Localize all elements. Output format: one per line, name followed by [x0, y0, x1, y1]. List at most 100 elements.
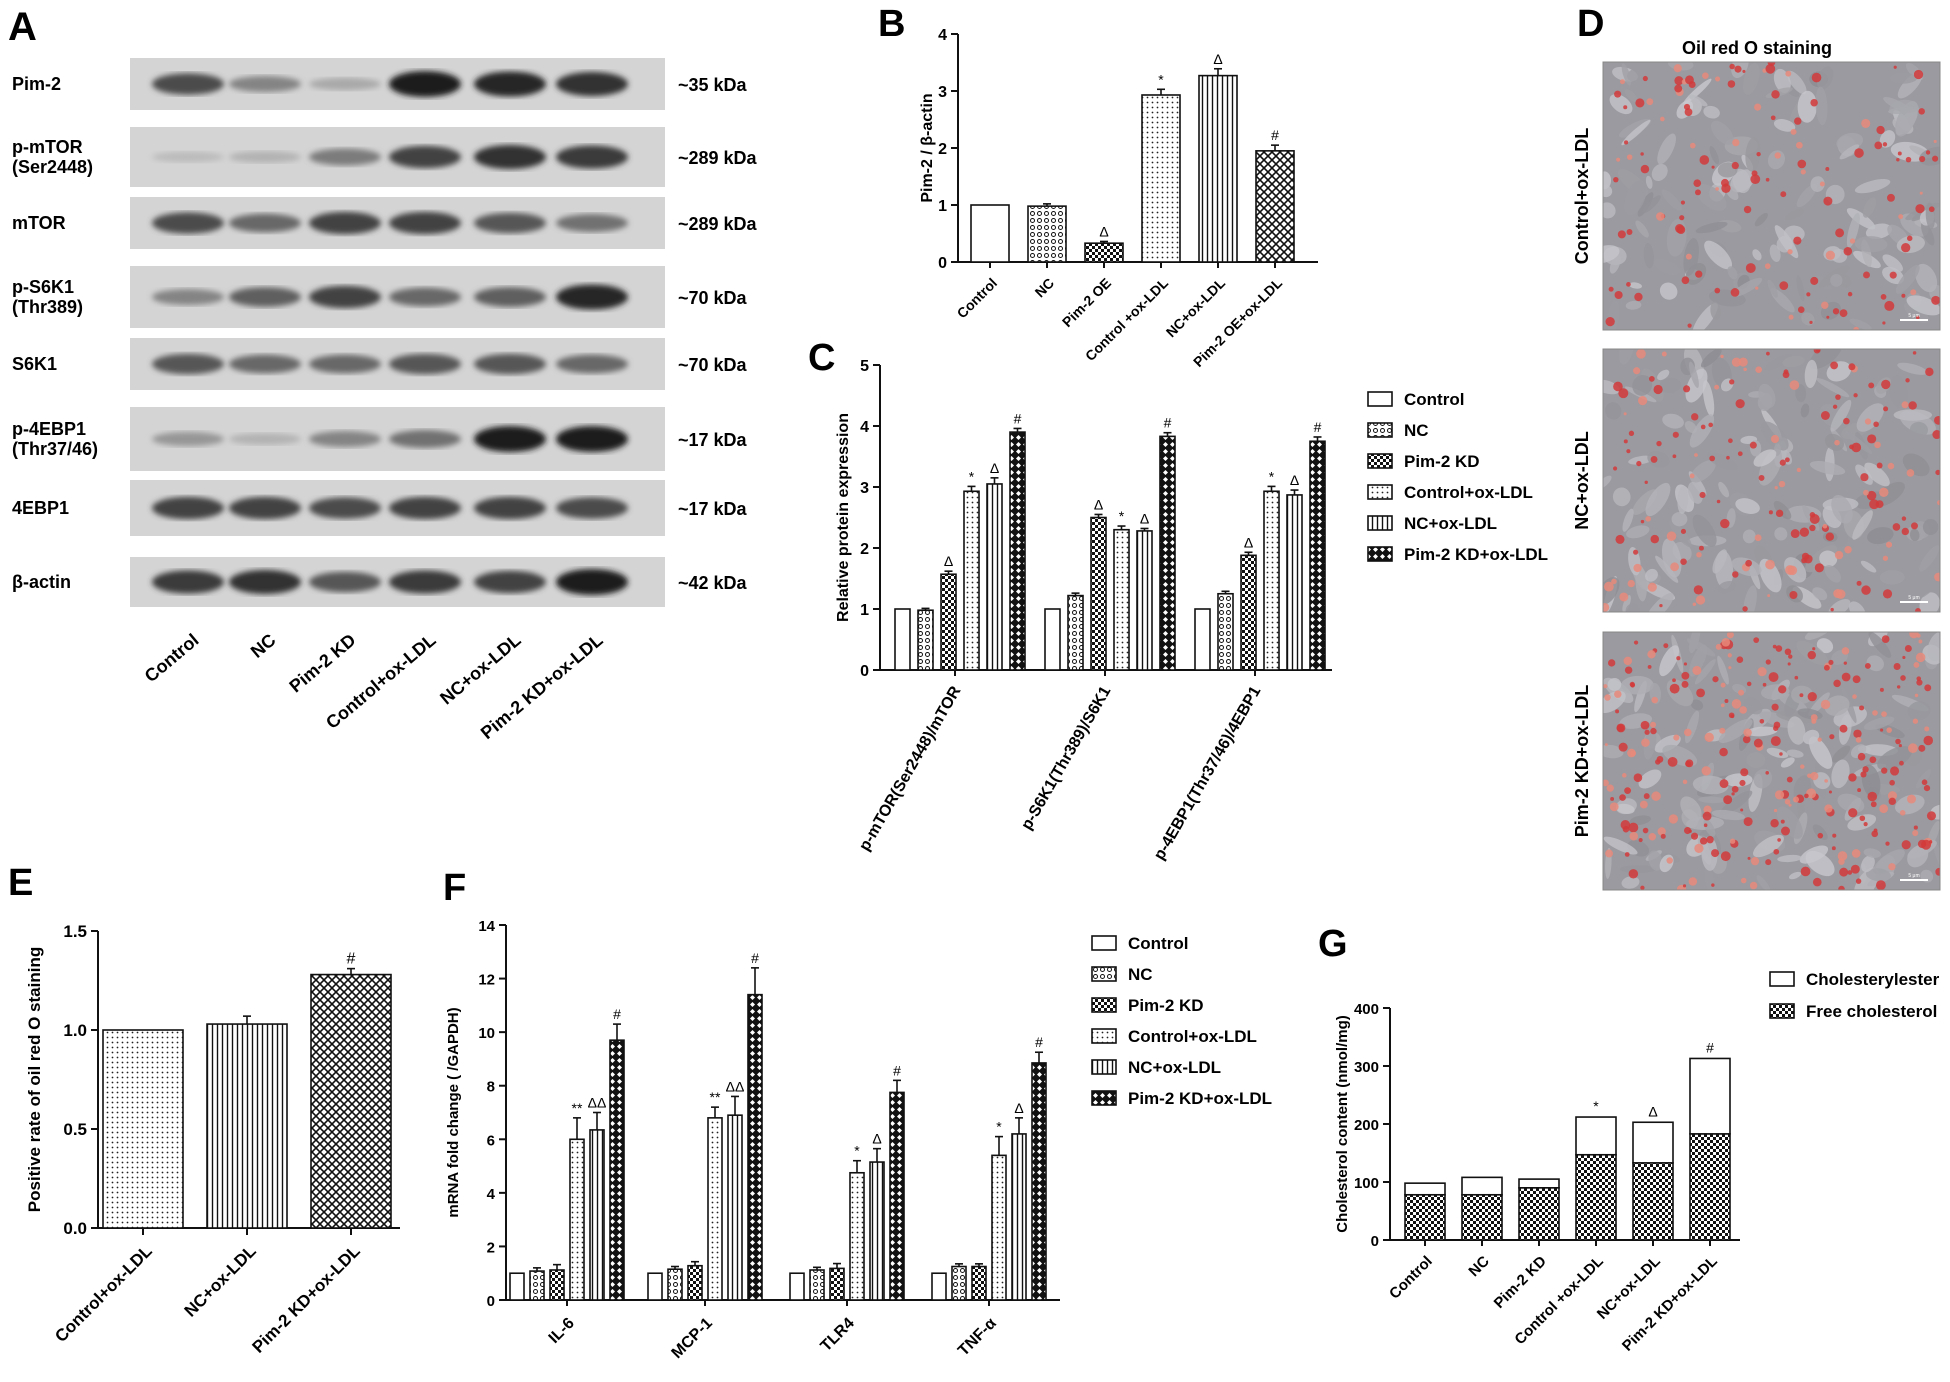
lipid-droplet: [1738, 357, 1748, 367]
blot-band: [229, 354, 301, 374]
cell-shape: [1712, 549, 1728, 574]
lipid-droplet: [1679, 215, 1685, 221]
lipid-droplet: [1828, 790, 1832, 794]
bar: [687, 1264, 703, 1301]
lipid-droplet: [1887, 791, 1898, 801]
cell-shape: [1777, 854, 1802, 863]
lipid-droplet: [1644, 480, 1648, 484]
lipid-droplet: [1768, 510, 1773, 515]
cell-shape: [1849, 601, 1866, 612]
lipid-droplet: [1740, 808, 1744, 812]
bar: [667, 1268, 683, 1301]
cell-shape: [1609, 254, 1621, 274]
cell-shape: [1873, 849, 1905, 874]
lipid-droplet: [1779, 459, 1786, 466]
lipid-droplet: [1859, 705, 1865, 711]
cell-shape: [1616, 803, 1635, 815]
cell-shape: [1701, 836, 1718, 871]
legend-swatch: [1367, 515, 1393, 531]
lipid-droplet: [1701, 766, 1711, 776]
lipid-droplet: [1698, 545, 1704, 551]
cell-shape: [1742, 529, 1756, 544]
cell-shape: [1603, 245, 1620, 264]
lipid-droplet: [1728, 666, 1732, 670]
lipid-droplet: [1636, 349, 1646, 359]
lipid-droplet: [1787, 249, 1793, 255]
lipid-droplet: [1811, 72, 1822, 83]
cell-shape: [1895, 794, 1925, 815]
blot-row-label: (Ser2448): [12, 157, 93, 177]
cell-shape: [1690, 699, 1704, 711]
lipid-droplet: [1774, 486, 1778, 490]
lipid-droplet: [1896, 157, 1900, 162]
cell-shape: [1824, 695, 1850, 716]
cell-shape: [1657, 133, 1676, 165]
bar: [102, 1029, 184, 1229]
cell-shape: [1921, 221, 1935, 246]
lipid-droplet: [1618, 742, 1628, 752]
lipid-droplet: [1642, 75, 1648, 82]
cell-shape: [1759, 711, 1795, 728]
lipid-droplet: [1882, 142, 1888, 147]
lipid-droplet: [1825, 167, 1830, 171]
cell-shape: [1815, 86, 1828, 126]
cell-shape: [1909, 421, 1929, 438]
y-tick-label: 4: [860, 419, 869, 436]
cell-shape: [1727, 266, 1738, 280]
blot-band: [389, 211, 461, 235]
blot-band: [309, 571, 381, 593]
lipid-droplet: [1899, 809, 1906, 816]
lipid-droplet: [1932, 430, 1940, 440]
lipid-droplet: [1630, 750, 1636, 757]
lipid-droplet: [1852, 675, 1861, 684]
cell-shape: [1810, 176, 1825, 192]
lipid-droplet: [1636, 460, 1642, 467]
lipid-droplet: [1866, 490, 1877, 501]
lipid-droplet: [1757, 666, 1767, 677]
lipid-droplet: [1633, 367, 1641, 375]
cell-shape: [1626, 525, 1650, 539]
lipid-droplet: [1924, 726, 1930, 732]
lipid-droplet: [1782, 371, 1790, 379]
cell-shape: [1862, 197, 1877, 218]
lipid-droplet: [1735, 399, 1745, 409]
cell-shape: [1786, 749, 1804, 758]
lipid-droplet: [1771, 703, 1779, 711]
cell-shape: [1780, 757, 1795, 768]
lipid-droplet: [1695, 270, 1703, 278]
lipid-droplet: [1753, 637, 1760, 644]
lipid-droplet: [1867, 791, 1878, 802]
lipid-droplet: [1889, 779, 1895, 786]
lipid-droplet: [1667, 756, 1678, 767]
legend-label: Pim-2 KD: [1128, 996, 1204, 1015]
y-tick-label: 1.0: [63, 1021, 87, 1040]
lipid-droplet: [1626, 229, 1633, 235]
significance-mark: *: [1158, 71, 1164, 87]
cell-shape: [1767, 279, 1778, 298]
lipid-droplet: [1890, 766, 1900, 776]
lipid-droplet: [1624, 140, 1629, 145]
lipid-droplet: [1645, 516, 1651, 522]
lipid-droplet: [1689, 473, 1695, 479]
lipid-droplet: [1770, 736, 1781, 747]
lipid-droplet: [1711, 849, 1720, 858]
lipid-droplet: [1830, 607, 1834, 612]
lipid-droplet: [1910, 522, 1918, 530]
lipid-droplet: [1661, 351, 1667, 357]
lipid-droplet: [1864, 663, 1871, 669]
lipid-droplet: [1666, 531, 1677, 541]
lipid-droplet: [1720, 682, 1726, 688]
lipid-droplet: [1606, 784, 1614, 792]
lipid-droplet: [1898, 214, 1904, 220]
lipid-droplet: [1743, 205, 1752, 214]
lipid-droplet: [1628, 822, 1639, 833]
blot-band: [152, 353, 224, 375]
lipid-droplet: [1784, 799, 1791, 805]
lipid-droplet: [1901, 527, 1909, 536]
cell-shape: [1863, 716, 1895, 730]
lipid-droplet: [1860, 771, 1867, 778]
cell-shape: [1867, 527, 1894, 545]
blot-band: [474, 496, 546, 520]
cell-shape: [1903, 302, 1930, 323]
